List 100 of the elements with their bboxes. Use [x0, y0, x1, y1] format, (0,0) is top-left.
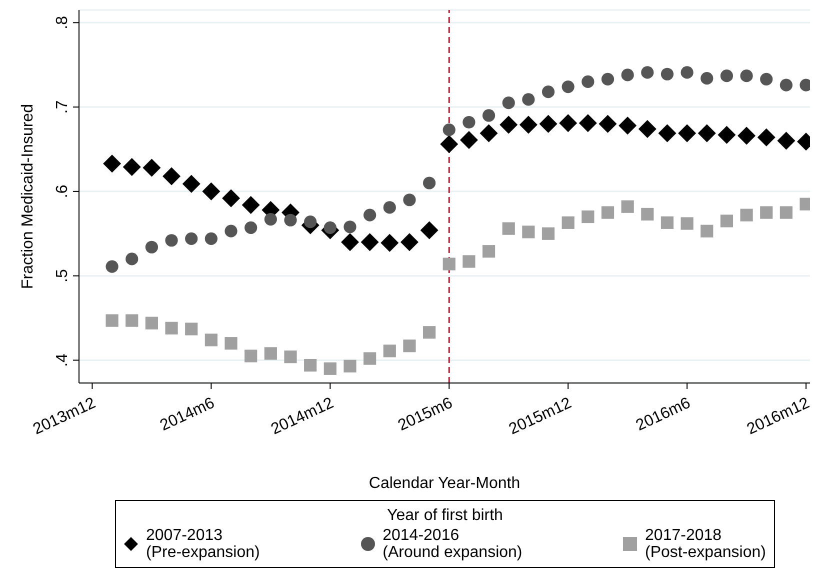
point — [165, 322, 178, 334]
point — [344, 220, 356, 234]
point — [360, 233, 379, 252]
point — [660, 68, 674, 80]
point — [502, 222, 515, 235]
point — [660, 216, 674, 229]
point — [738, 126, 756, 145]
point — [126, 314, 138, 327]
point — [582, 75, 594, 88]
point — [460, 130, 478, 149]
point — [304, 358, 317, 372]
point — [185, 232, 198, 245]
point — [162, 167, 181, 186]
point — [780, 206, 793, 219]
point — [204, 334, 218, 346]
point — [442, 124, 456, 136]
legend-label: 2007-2013 (Pre-expansion) — [146, 527, 260, 561]
point — [522, 226, 535, 238]
point — [482, 245, 496, 258]
point — [420, 221, 438, 240]
point — [641, 66, 654, 79]
point — [403, 340, 416, 352]
y-tick-label: .4 — [54, 353, 71, 367]
point — [244, 221, 258, 234]
point — [344, 360, 356, 372]
point — [264, 212, 277, 226]
point — [145, 316, 158, 330]
point — [364, 352, 376, 365]
point — [559, 114, 578, 132]
legend-label: 2017-2018 (Post-expansion) — [645, 527, 766, 561]
point — [304, 216, 317, 228]
point — [562, 216, 574, 229]
point — [680, 66, 694, 79]
point — [502, 96, 515, 110]
point — [760, 72, 773, 86]
point — [578, 114, 597, 132]
point — [522, 93, 535, 106]
point — [264, 347, 277, 360]
point — [442, 258, 456, 270]
point — [324, 362, 336, 375]
point — [440, 135, 458, 154]
point — [598, 114, 617, 133]
point — [103, 154, 122, 173]
point — [718, 126, 736, 144]
point — [740, 70, 753, 82]
point — [122, 158, 141, 176]
point — [126, 252, 138, 266]
legend-title: Year of first birth — [386, 507, 504, 525]
y-tick-label: .6 — [54, 184, 71, 198]
point — [423, 176, 436, 190]
point — [678, 124, 696, 142]
point — [621, 200, 634, 213]
point — [562, 80, 574, 94]
point — [539, 114, 558, 133]
point — [740, 208, 753, 222]
point — [658, 124, 676, 142]
y-axis-title: Fraction Medicaid-Insured — [20, 104, 37, 289]
point — [165, 234, 178, 247]
point — [106, 260, 118, 273]
point — [519, 116, 538, 134]
point — [106, 314, 118, 327]
point — [284, 350, 297, 364]
point — [542, 86, 555, 98]
point — [364, 208, 376, 222]
y-tick-label: .7 — [54, 100, 71, 114]
point — [182, 174, 200, 193]
point — [582, 210, 594, 224]
point — [638, 120, 656, 138]
x-axis-title: Calendar Year-Month — [368, 475, 520, 492]
point — [680, 217, 694, 230]
point — [462, 116, 476, 129]
point — [760, 206, 773, 219]
legend-label: 2014-2016 (Around expansion) — [382, 527, 522, 561]
point — [482, 109, 496, 122]
point — [700, 224, 714, 238]
point — [142, 158, 161, 177]
point — [601, 72, 614, 86]
point — [618, 116, 637, 135]
point — [380, 234, 399, 252]
point — [340, 233, 359, 252]
point — [202, 182, 220, 200]
point — [383, 344, 396, 358]
point — [462, 255, 476, 268]
y-tick-label: .8 — [54, 16, 71, 30]
point — [204, 232, 218, 245]
point — [480, 124, 498, 142]
point — [720, 214, 734, 228]
point — [500, 116, 518, 134]
y-tick-label: .5 — [54, 269, 71, 282]
point — [185, 322, 198, 336]
point — [720, 70, 734, 82]
point — [621, 68, 634, 82]
point — [383, 201, 396, 214]
point — [284, 214, 297, 226]
point — [242, 196, 260, 214]
point — [224, 224, 238, 238]
point — [641, 208, 654, 221]
point — [222, 189, 240, 208]
point — [542, 227, 555, 240]
point — [777, 132, 796, 150]
